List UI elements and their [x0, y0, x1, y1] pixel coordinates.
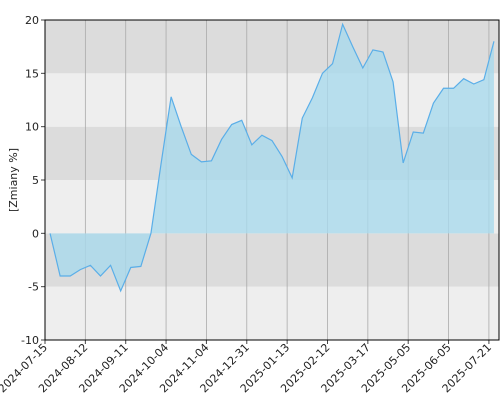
band [45, 20, 499, 74]
y-tick-label: -10 [21, 334, 39, 347]
plot-frame [44, 19, 500, 341]
line [49, 22, 495, 293]
y-tick-label: 20 [25, 14, 39, 27]
y-tick-label: 0 [32, 227, 39, 240]
band [45, 73, 499, 127]
y-tick-label: 10 [25, 121, 39, 134]
y-tick-label: -5 [28, 281, 39, 294]
y-tick-label: 15 [25, 67, 39, 80]
y-axis-label: [Zmiany %] [7, 148, 20, 212]
y-tick-label: 5 [32, 174, 39, 187]
area-fill [50, 24, 494, 291]
band [45, 286, 499, 340]
